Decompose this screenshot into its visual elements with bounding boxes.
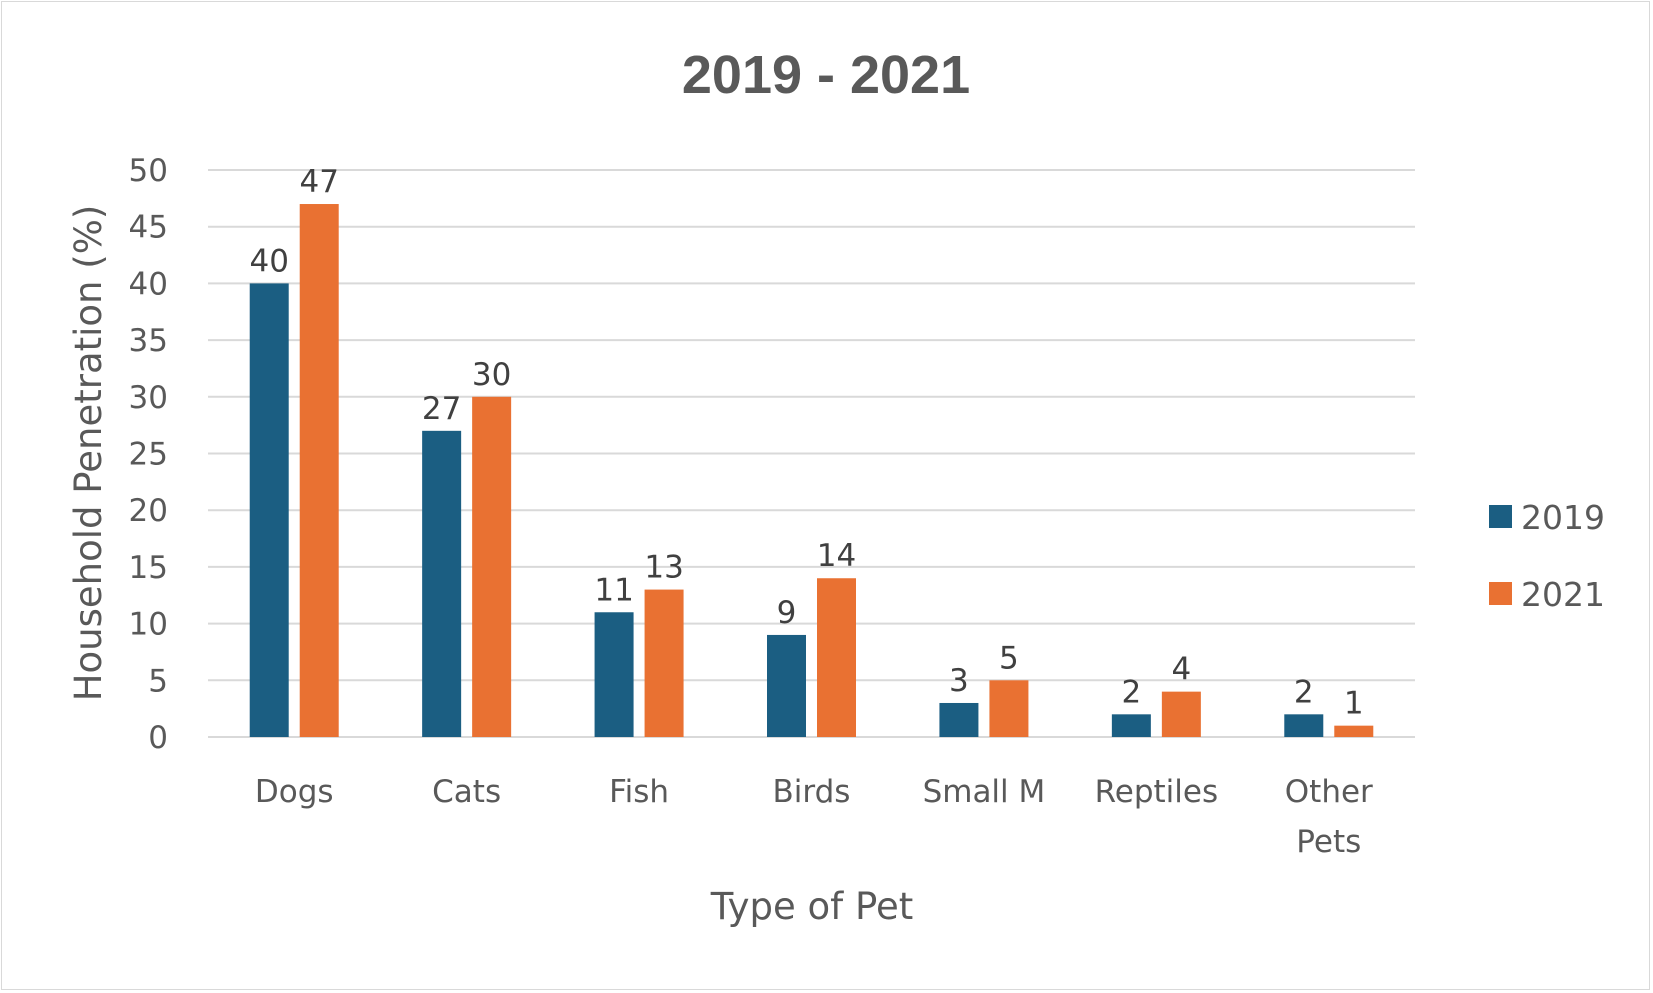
y-tick-label: 25 — [129, 437, 168, 473]
bar-2021 — [1161, 691, 1201, 737]
gridlines — [208, 169, 1415, 738]
data-label: 3 — [949, 663, 969, 699]
bar-2021 — [1334, 725, 1374, 737]
data-label: 1 — [1344, 686, 1364, 722]
legend-swatch-2019 — [1489, 505, 1512, 528]
y-tick-label: 10 — [129, 607, 168, 643]
chart-title: 2019 - 2021 — [682, 45, 970, 105]
legend-label-2021: 2021 — [1521, 575, 1605, 614]
y-tick-label: 5 — [148, 663, 168, 699]
data-label: 40 — [249, 243, 288, 279]
x-tick-label: Reptiles — [1095, 774, 1219, 810]
bars — [249, 204, 1374, 737]
y-tick-label: 35 — [129, 323, 168, 359]
x-tick-label: Pets — [1296, 824, 1361, 860]
data-label: 11 — [594, 572, 633, 608]
x-tick-label: Other — [1285, 774, 1373, 810]
bar-2021 — [817, 578, 856, 737]
bar-2019 — [249, 283, 289, 737]
y-tick-label: 40 — [129, 266, 168, 302]
y-tick-label: 20 — [129, 493, 168, 529]
x-axis-title: Type of Pet — [710, 885, 913, 928]
bar-2021 — [989, 680, 1029, 737]
bar-2019 — [594, 612, 634, 737]
data-label: 4 — [1171, 652, 1191, 688]
data-label: 14 — [817, 538, 856, 574]
bar-2019 — [422, 430, 462, 737]
x-tick-label: Fish — [609, 774, 669, 810]
bar-2019 — [767, 634, 806, 737]
data-label: 13 — [644, 550, 683, 586]
bar-2019 — [939, 702, 979, 737]
legend-swatch-2021 — [1489, 582, 1512, 605]
x-tick-label: Cats — [432, 774, 501, 810]
legend: 2019 2021 — [1489, 498, 1605, 614]
y-tick-label: 15 — [129, 550, 168, 586]
legend-label-2019: 2019 — [1521, 498, 1605, 537]
data-label: 47 — [299, 164, 338, 200]
bar-2021 — [472, 396, 512, 737]
data-label: 9 — [777, 595, 797, 631]
y-tick-label: 50 — [129, 153, 168, 189]
y-axis-ticks: 0 5 10 15 20 25 30 35 40 45 50 — [129, 153, 168, 756]
data-label: 5 — [999, 640, 1019, 676]
y-tick-label: 0 — [148, 720, 168, 756]
data-label: 2 — [1294, 674, 1314, 710]
data-label: 2 — [1121, 674, 1141, 710]
bar-2021 — [644, 589, 684, 737]
x-tick-label: Small M — [923, 774, 1046, 810]
bar-2019 — [1111, 714, 1151, 737]
y-axis-title: Household Penetration (%) — [67, 205, 110, 702]
y-tick-label: 30 — [129, 380, 168, 416]
bar-2019 — [1284, 714, 1324, 737]
x-tick-label: Birds — [773, 774, 851, 810]
data-label: 30 — [472, 357, 511, 393]
bar-2021 — [299, 204, 339, 737]
x-axis-categories: Dogs Cats Fish Birds Small M Reptiles Other Pet… — [255, 774, 1373, 860]
x-tick-label: Dogs — [255, 774, 334, 810]
y-tick-label: 45 — [129, 210, 168, 246]
data-label: 27 — [422, 391, 461, 427]
